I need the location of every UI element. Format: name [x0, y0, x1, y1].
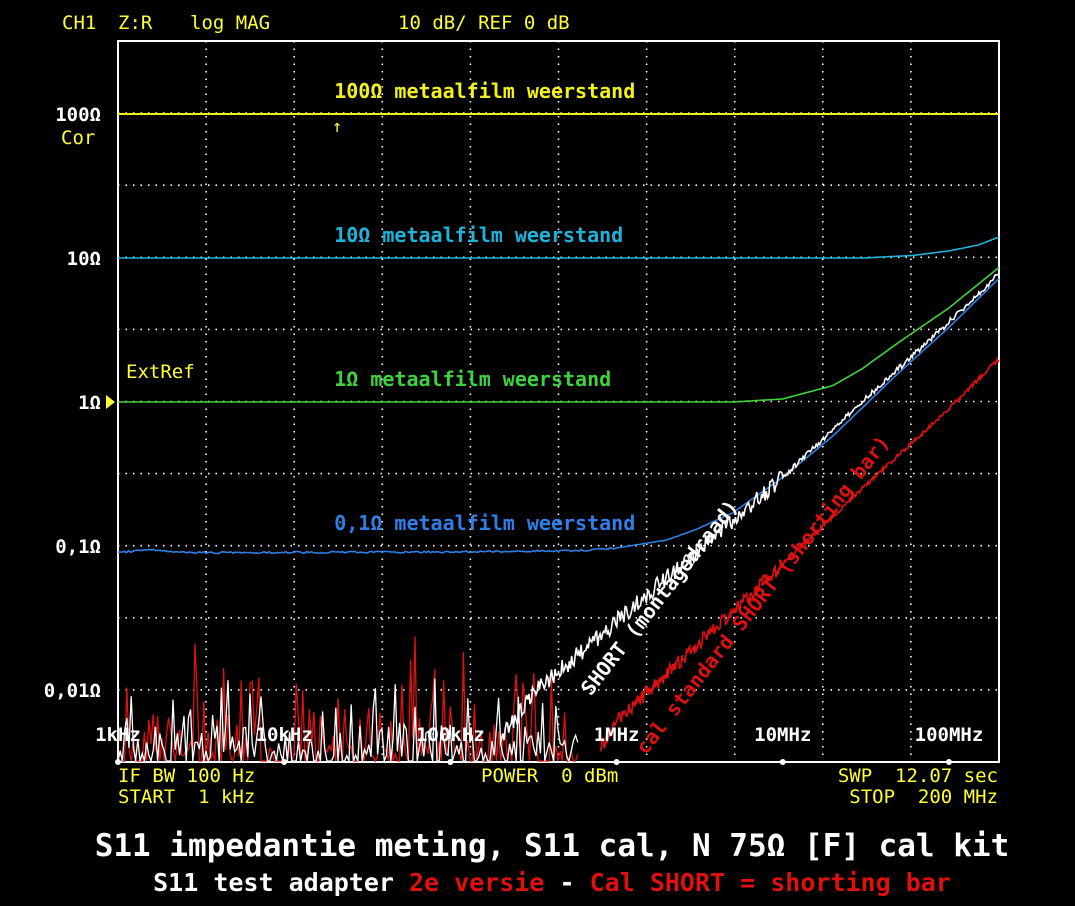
header-channel: CH1: [62, 12, 96, 34]
footer-stop: STOP 200 MHz: [849, 786, 998, 808]
x-tick-label: 10kHz: [256, 724, 313, 746]
trace-annotation: 0,1Ω metaalfilm weerstand: [334, 511, 635, 535]
y-tick-label: 0,1Ω: [55, 536, 101, 558]
x-tick-dot: [447, 759, 454, 765]
x-tick-label: 1MHz: [594, 724, 640, 746]
noise-floor-trace: [117, 678, 579, 764]
x-tick-label: 100kHz: [416, 724, 485, 746]
footer-power: POWER 0 dBm: [481, 765, 618, 787]
cor-label: Cor: [61, 127, 95, 149]
caption-subtitle-part-1: S11 test adapter: [153, 868, 409, 897]
caption-subtitle-cal-short: Cal SHORT = shorting bar: [590, 868, 951, 897]
extref-marker-icon: [106, 395, 115, 409]
instrument-header: CH1 Z:R log MAG 10 dB/ REF 0 dB: [62, 12, 570, 34]
caption-title: S11 impedantie meting, S11 cal, N 75Ω [F…: [95, 828, 1010, 864]
trace-red: [599, 356, 1000, 752]
trace-annotation: 10Ω metaalfilm weerstand: [334, 223, 623, 247]
trace-annotation: 1Ω metaalfilm weerstand: [334, 367, 611, 391]
caption-subtitle-separator: -: [544, 868, 589, 897]
header-format: log MAG: [190, 12, 270, 34]
y-tick-label: 10Ω: [67, 248, 101, 270]
y-tick-label: 0,01Ω: [44, 680, 101, 702]
y-tick-label: 1Ω: [78, 392, 101, 414]
noise-floor-trace: [117, 636, 579, 763]
extref-label: ExtRef: [126, 361, 195, 383]
header-scale: 10 dB/ REF 0 dB: [398, 12, 570, 34]
x-axis-labels: 1kHz 10kHz 100kHz 1MHz 10MHz 100MHz: [95, 724, 983, 765]
x-tick-dot: [115, 759, 121, 765]
instrument-footer: IF BW 100 Hz START 1 kHz POWER 0 dBm SWP…: [118, 765, 998, 808]
caption-subtitle: S11 test adapter 2e versie - Cal SHORT =…: [153, 868, 951, 897]
footer-ifbw: IF BW 100 Hz: [118, 765, 255, 787]
trace-annotation: 100Ω metaalfilm weerstand: [334, 79, 635, 103]
trace-blue: [117, 277, 1000, 555]
x-tick-label: 10MHz: [754, 724, 811, 746]
footer-start: START 1 kHz: [118, 786, 255, 808]
marker-arrow-icon: ↑: [332, 117, 342, 137]
y-tick-label: 100Ω: [55, 104, 101, 126]
x-tick-label: 100MHz: [915, 724, 984, 746]
trace-white: [499, 273, 1000, 745]
y-axis-labels: 100Ω 10Ω 1Ω 0,1Ω 0,01Ω: [44, 104, 101, 702]
x-tick-label: 1kHz: [95, 724, 141, 746]
trace-green: [118, 266, 1000, 403]
traces: [117, 113, 1000, 764]
caption-subtitle-version: 2e versie: [409, 868, 544, 897]
footer-swp: SWP 12.07 sec: [838, 765, 998, 787]
header-param: Z:R: [118, 12, 153, 34]
x-tick-dot: [779, 759, 786, 765]
x-tick-dot: [613, 759, 620, 765]
x-tick-dot: [281, 759, 288, 765]
trace-cyan: [118, 236, 1000, 259]
x-tick-dot: [945, 759, 952, 765]
